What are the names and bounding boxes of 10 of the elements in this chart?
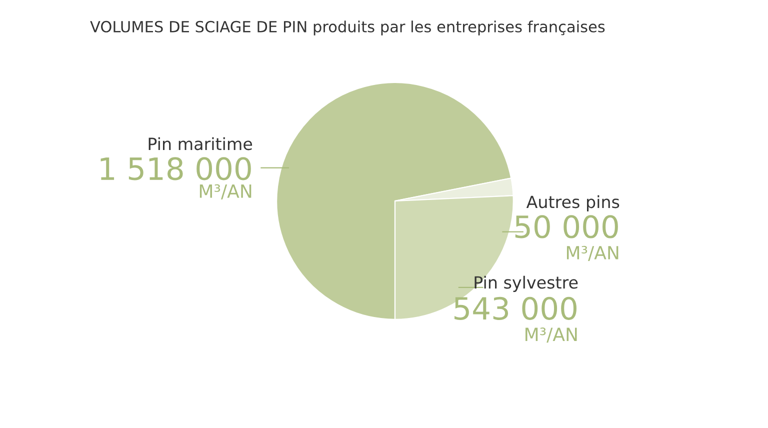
chart-title: VOLUMES DE SCIAGE DE PIN produits par les entreprises françaises xyxy=(90,20,605,36)
data-label: 50 000 xyxy=(515,215,618,238)
data-label: 1 518 000 xyxy=(100,157,251,180)
slice-label: Autres pins xyxy=(526,195,620,212)
slice-label: Pin sylvestre xyxy=(474,276,578,292)
text: M³/AN xyxy=(200,184,252,200)
text: M³/AN xyxy=(526,328,577,343)
slice-label: Pin maritime xyxy=(148,137,252,150)
text: M³/AN xyxy=(566,246,618,261)
data-label: 543 000 xyxy=(454,296,576,320)
